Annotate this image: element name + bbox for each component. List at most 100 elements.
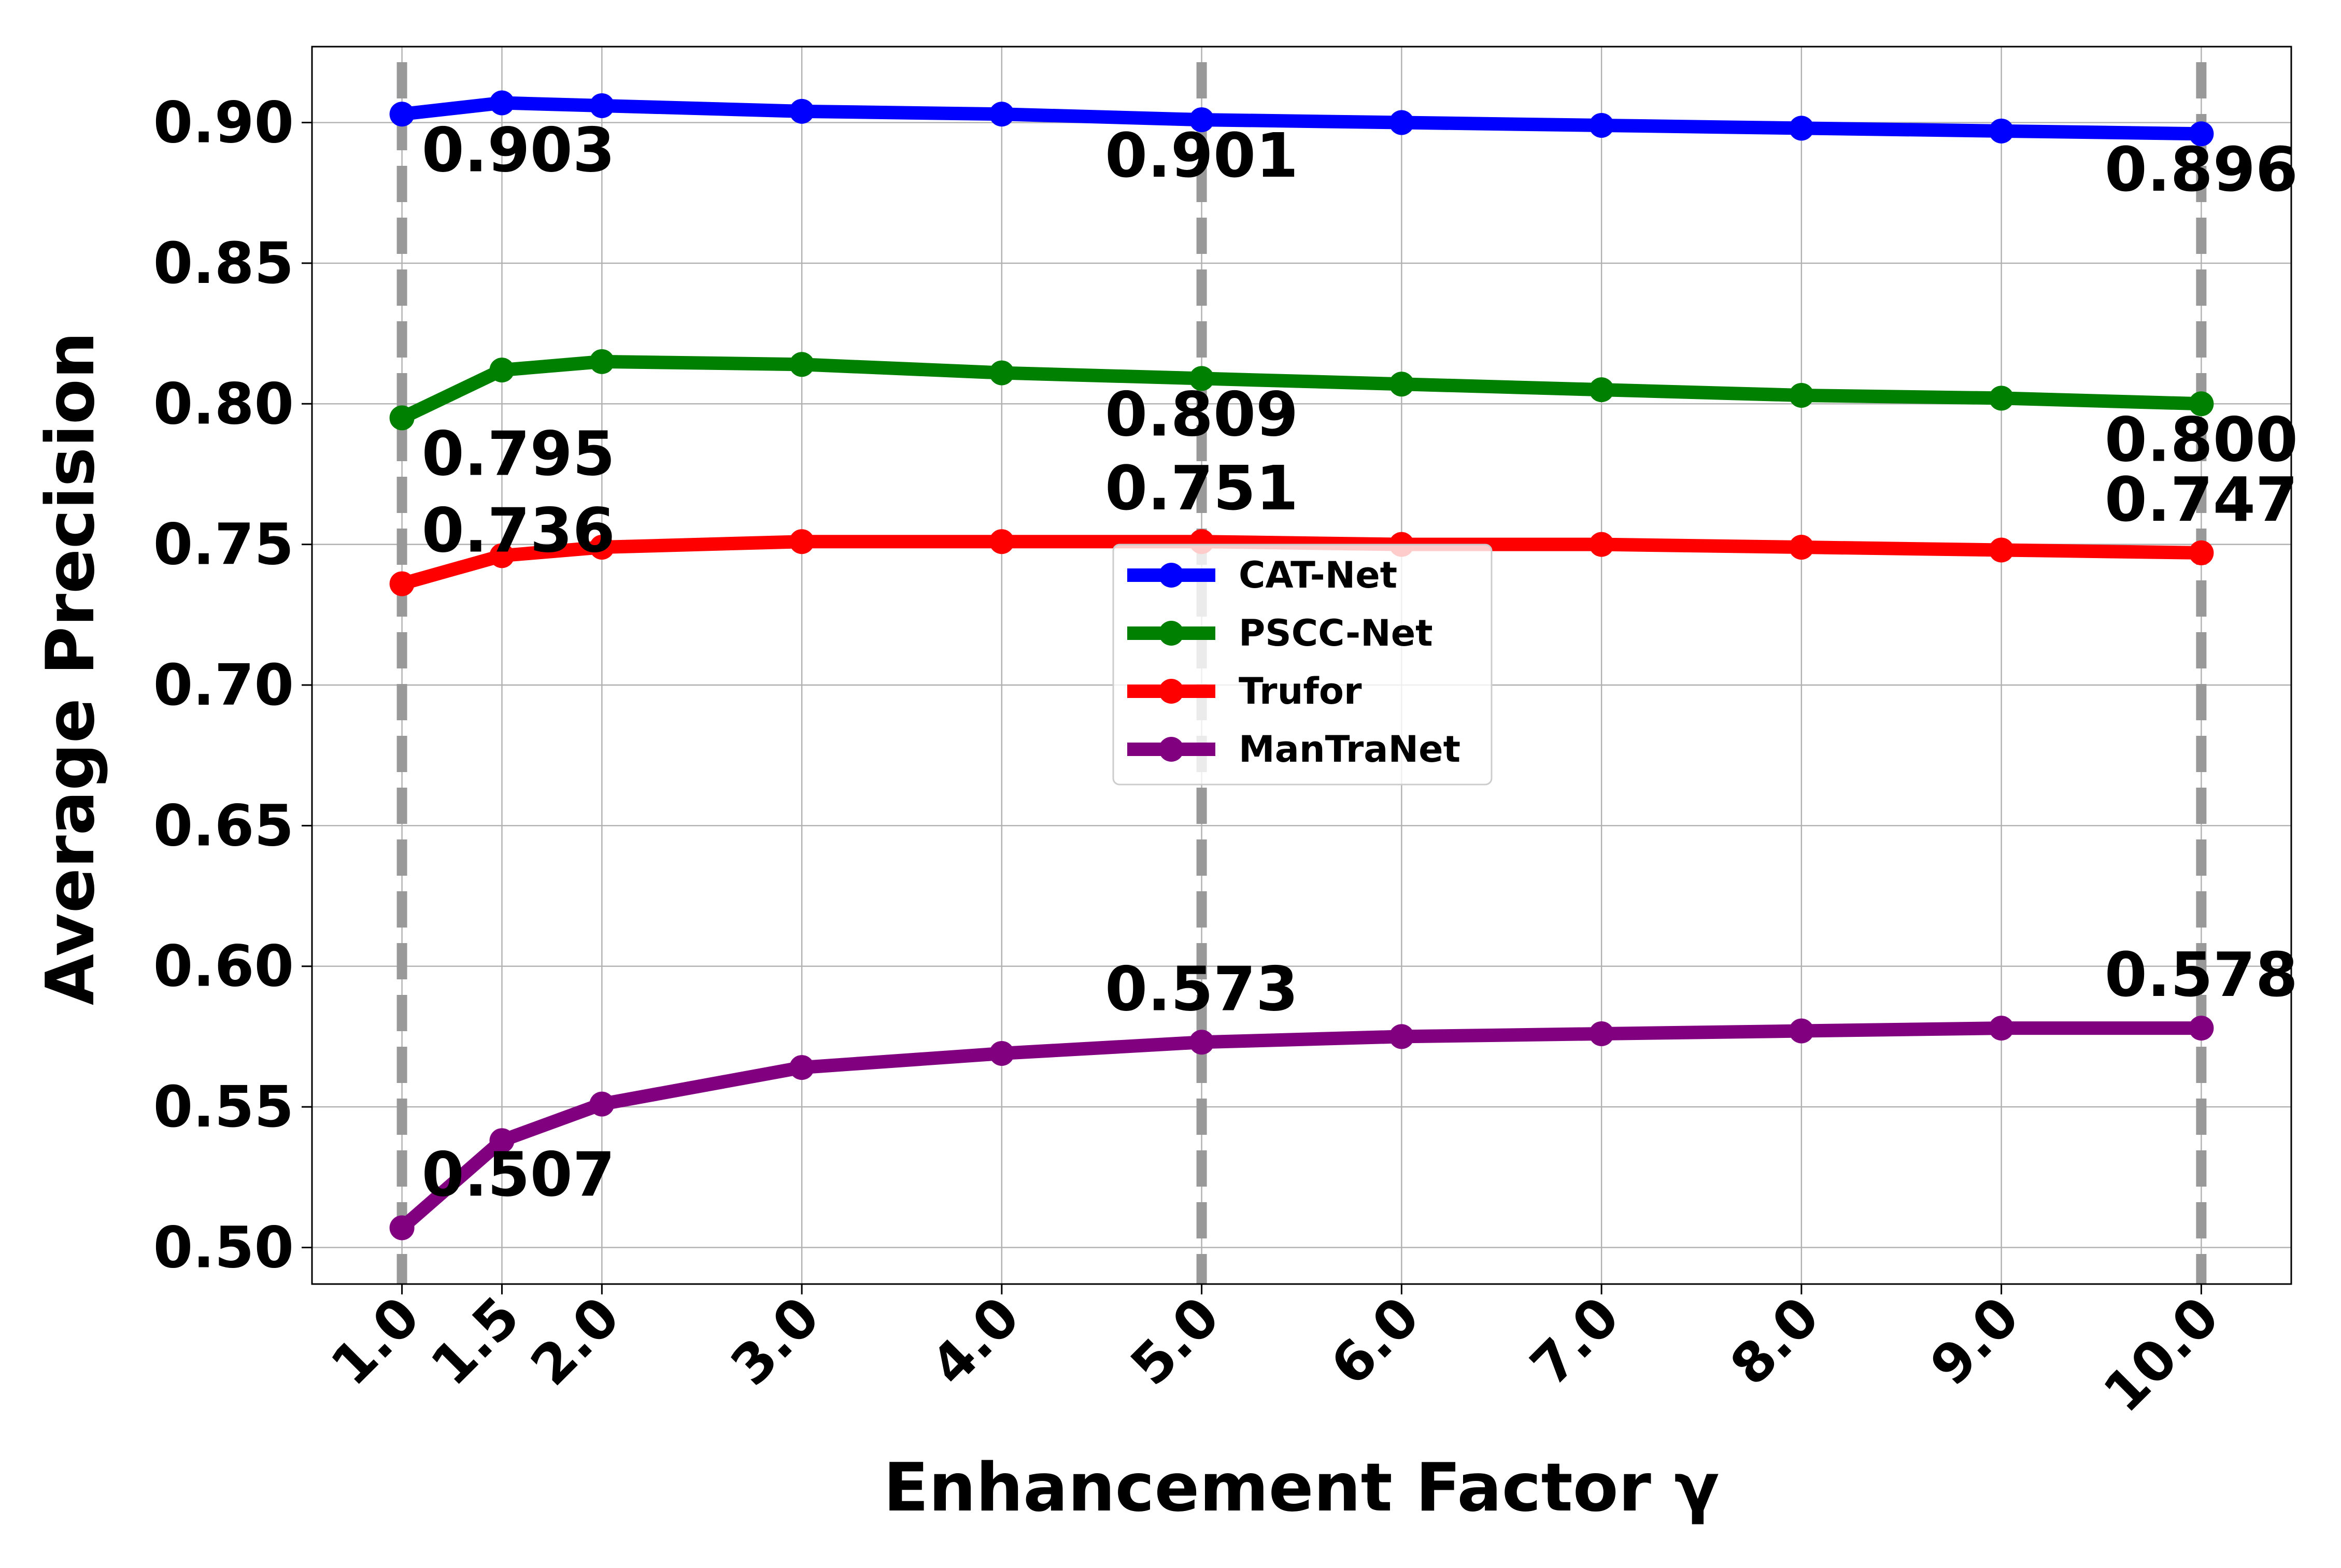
series-pscc-net: [389, 349, 2214, 431]
y-tick-label: 0.85: [153, 230, 294, 296]
legend-item: Trufor: [1127, 670, 1362, 712]
data-point: [489, 90, 515, 116]
series-line: [395, 354, 2208, 425]
data-point: [589, 349, 615, 374]
y-tick-label: 0.65: [153, 792, 294, 859]
data-point: [389, 102, 415, 127]
x-axis-label: Enhancement Factor γ: [883, 1449, 1719, 1527]
data-point: [1389, 1024, 1414, 1049]
y-tick-label: 0.50: [153, 1214, 294, 1280]
data-point: [789, 1055, 815, 1080]
data-label: 0.736: [422, 495, 615, 566]
data-point: [1589, 112, 1614, 138]
data-label: 0.573: [1105, 953, 1298, 1024]
data-point: [589, 535, 615, 560]
x-axis-ticks: 1.01.52.0 3.0 4.0 5.0 6.0 7.0 8.0 9.0 10.0: [319, 1284, 2231, 1424]
annotations: 0.903 0.901 0.896 0.795 0.809 0.800 0.736 0.751…: [422, 114, 2298, 1210]
series-group: [389, 90, 2214, 1241]
data-point: [489, 543, 515, 568]
data-point: [1989, 386, 2014, 411]
data-label: 0.795: [422, 418, 615, 489]
series-line: [395, 1021, 2208, 1235]
data-label: 0.747: [2105, 464, 2298, 535]
legend-item: CAT-Net: [1127, 554, 1397, 596]
series-mantranet: [389, 1016, 2214, 1241]
data-point: [389, 1215, 415, 1241]
legend-box: [1112, 544, 1493, 786]
data-point: [489, 358, 515, 383]
x-tick-label: 7.0: [1519, 1285, 1631, 1398]
data-point: [789, 98, 815, 124]
data-label: 0.903: [422, 114, 615, 186]
y-tick-label: 0.70: [153, 652, 294, 718]
data-point: [989, 529, 1014, 554]
y-tick-label: 0.75: [153, 511, 294, 578]
data-point: [789, 529, 815, 554]
x-tick-label: 5.0: [1118, 1285, 1231, 1398]
data-point: [1989, 118, 2014, 144]
data-point: [1989, 537, 2014, 563]
data-point: [2189, 540, 2214, 565]
data-point: [989, 360, 1014, 386]
data-point: [1989, 1016, 2014, 1041]
data-point: [789, 352, 815, 377]
data-label: 0.809: [1105, 378, 1298, 450]
legend-marker: [1159, 621, 1184, 646]
x-tick-label: 10.0: [2092, 1285, 2231, 1424]
data-point: [1189, 107, 1214, 133]
data-point: [1389, 110, 1414, 135]
x-tick-label: 6.0: [1318, 1285, 1431, 1398]
reference-lines: [396, 62, 2207, 1284]
x-tick-label: 9.0: [1919, 1285, 2032, 1398]
plot-frame: [311, 46, 2292, 1285]
legend-marker: [1159, 679, 1184, 704]
data-point: [1189, 366, 1214, 391]
y-axis-ticks: 0.50 0.55 0.60 0.65 0.70 0.75 0.80 0.85 0.90: [153, 90, 312, 1280]
data-point: [1589, 532, 1614, 557]
data-point: [2189, 1016, 2214, 1041]
data-point: [989, 1040, 1014, 1066]
data-point: [589, 93, 615, 118]
x-tick-label: 3.0: [719, 1285, 832, 1398]
data-label: 0.751: [1105, 452, 1298, 524]
series-cat-net: [389, 90, 2214, 147]
data-point: [989, 102, 1014, 127]
legend-item: ManTraNet: [1127, 728, 1460, 771]
data-point: [389, 571, 415, 596]
x-tick-label: 8.0: [1719, 1285, 1832, 1398]
legend-label: PSCC-Net: [1239, 612, 1433, 654]
y-axis-label: Average Precision: [32, 332, 109, 1005]
data-label: 0.901: [1105, 120, 1298, 191]
data-label: 0.800: [2105, 404, 2298, 475]
legend: CAT-Net PSCC-Net Trufor ManTraNet: [1112, 544, 1493, 786]
data-point: [2189, 391, 2214, 417]
y-tick-label: 0.55: [153, 1074, 294, 1140]
x-tick-label: 1.0: [319, 1285, 432, 1398]
legend-marker: [1159, 563, 1184, 588]
data-label: 0.578: [2105, 939, 2298, 1010]
y-tick-label: 0.90: [153, 90, 294, 156]
data-point: [1189, 1030, 1214, 1055]
legend-item: PSCC-Net: [1127, 612, 1433, 654]
data-point: [1589, 1021, 1614, 1046]
x-tick-label: 1.5: [419, 1285, 532, 1398]
data-point: [1789, 382, 1814, 408]
legend-label: Trufor: [1239, 670, 1362, 712]
legend-label: CAT-Net: [1239, 554, 1397, 596]
data-point: [1789, 116, 1814, 141]
data-point: [1389, 372, 1414, 397]
x-tick-label: 4.0: [919, 1285, 1032, 1398]
data-label: 0.507: [422, 1138, 615, 1210]
data-label: 0.896: [2105, 134, 2298, 205]
x-tick-label: 2.0: [519, 1285, 632, 1398]
series-line: [395, 96, 2208, 141]
data-point: [2189, 121, 2214, 147]
legend-label: ManTraNet: [1239, 728, 1460, 771]
data-point: [1789, 1018, 1814, 1044]
data-point: [1589, 377, 1614, 403]
legend-marker: [1159, 737, 1184, 762]
data-point: [589, 1091, 615, 1117]
data-point: [489, 1128, 515, 1153]
y-tick-label: 0.80: [153, 370, 294, 437]
